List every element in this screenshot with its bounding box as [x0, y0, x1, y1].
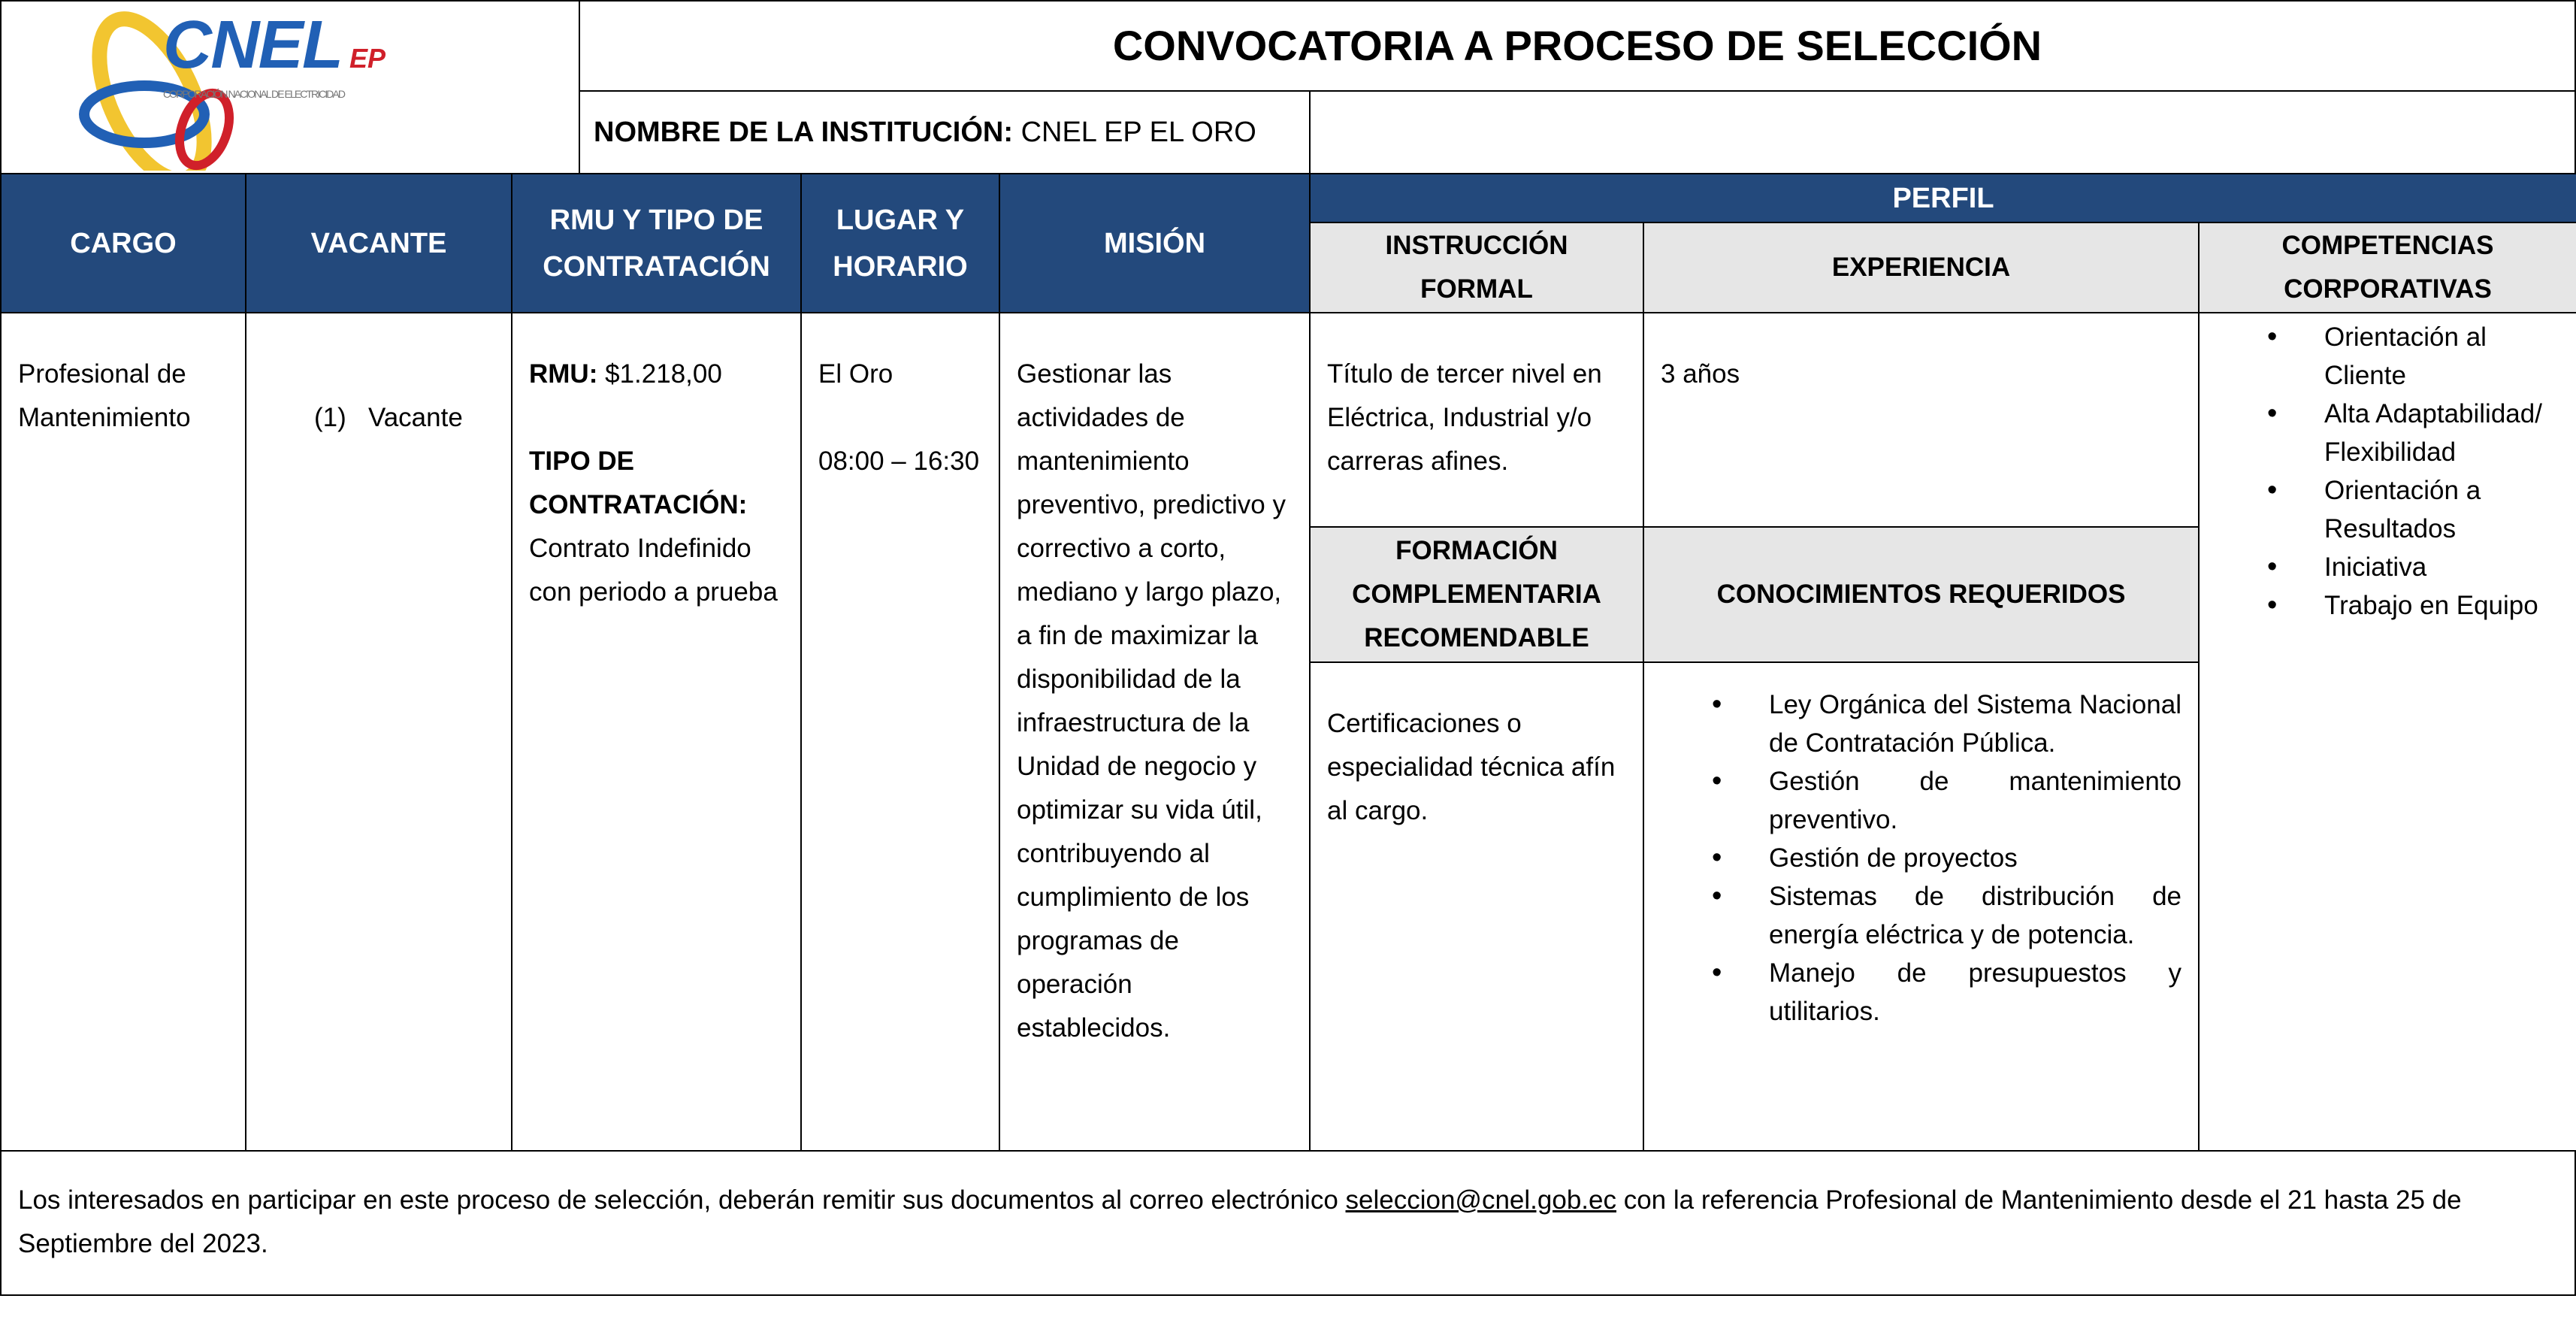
cell-rmu: RMU: $1.218,00 TIPO DE CONTRATACIÓN: Con… — [511, 312, 802, 1152]
footer-text-after: con la referencia Profesional de Manteni… — [18, 1185, 2462, 1258]
list-item: Sistemas de distribución de energía eléc… — [1712, 877, 2181, 954]
list-item: Trabajo en Equipo — [2267, 586, 2553, 625]
conocimientos-list: Ley Orgánica del Sistema Nacional de Con… — [1712, 686, 2181, 1031]
institution-row: NOMBRE DE LA INSTITUCIÓN: CNEL EP EL ORO — [579, 90, 2576, 174]
lugar-value: El Oro — [818, 359, 893, 389]
document-header: CNEL EP CORPORACIÓN NACIONAL DE ELECTRIC… — [0, 0, 2576, 174]
footer-note: Los interesados en participar en este pr… — [0, 1150, 2576, 1296]
logo-cell: CNEL EP CORPORACIÓN NACIONAL DE ELECTRIC… — [0, 0, 580, 174]
competencias-list: Orientación al Cliente Alta Adaptabilida… — [2267, 318, 2553, 625]
institution-label: NOMBRE DE LA INSTITUCIÓN: — [594, 117, 1014, 148]
cell-competencias: Orientación al Cliente Alta Adaptabilida… — [2197, 312, 2576, 1152]
institution-value: CNEL EP EL ORO — [1020, 117, 1256, 148]
header-lugar-l2: HORARIO — [833, 250, 968, 283]
header-lugar: LUGAR Y HORARIO — [800, 173, 1000, 313]
list-item: Alta Adaptabilidad/ Flexibilidad — [2267, 395, 2553, 471]
svg-text:EP: EP — [349, 43, 386, 74]
tipo-label: TIPO DE CONTRATACIÓN: — [529, 446, 748, 519]
email-link[interactable]: seleccion@cnel.gob.ec — [1345, 1185, 1616, 1215]
rmu-value: $1.218,00 — [605, 359, 722, 389]
footer-text-before: Los interesados en participar en este pr… — [18, 1185, 1346, 1215]
page-title: CONVOCATORIA A PROCESO DE SELECCIÓN — [579, 0, 2576, 92]
svg-text:CORPORACIÓN NACIONAL DE ELECTR: CORPORACIÓN NACIONAL DE ELECTRICIDAD — [163, 88, 346, 100]
header-rmu-l1: RMU Y TIPO DE — [549, 204, 763, 236]
horario-value: 08:00 – 16:30 — [818, 446, 980, 476]
rmu-label: RMU: — [529, 359, 598, 389]
header-mision: MISIÓN — [999, 173, 1311, 313]
list-item: Orientación al Cliente — [2267, 318, 2553, 395]
institution-name: NOMBRE DE LA INSTITUCIÓN: CNEL EP EL ORO — [579, 90, 1311, 174]
svg-text:CNEL: CNEL — [163, 8, 343, 83]
header-perfil: PERFIL — [1308, 173, 2576, 223]
cnel-logo: CNEL EP CORPORACIÓN NACIONAL DE ELECTRIC… — [79, 8, 386, 171]
list-item: Gestión de proyectos — [1712, 839, 2181, 877]
tipo-value: Contrato Indefinido con periodo a prueba — [529, 534, 778, 607]
selection-table: CARGO VACANTE RMU Y TIPO DE CONTRATACIÓN … — [0, 173, 2576, 1152]
cell-mision: Gestionar las actividades de mantenimien… — [999, 312, 1311, 1152]
list-item: Ley Orgánica del Sistema Nacional de Con… — [1712, 686, 2181, 762]
cell-lugar: El Oro 08:00 – 16:30 — [800, 312, 1000, 1152]
header-conocimientos: CONOCIMIENTOS REQUERIDOS — [1643, 526, 2200, 663]
header-right: CONVOCATORIA A PROCESO DE SELECCIÓN NOMB… — [579, 0, 2576, 174]
cell-vacante: (1) Vacante — [245, 312, 512, 1152]
header-formacion: FORMACIÓN COMPLEMENTARIA RECOMENDABLE — [1309, 526, 1644, 663]
empty-cell — [1309, 90, 2576, 174]
header-instruccion: INSTRUCCIÓN FORMAL — [1309, 222, 1644, 313]
cell-cargo: Profesional de Mantenimiento — [0, 312, 246, 1152]
header-cargo: CARGO — [0, 173, 246, 313]
header-vacante: VACANTE — [245, 173, 512, 313]
list-item: Gestión de mantenimiento preventivo. — [1712, 762, 2181, 839]
cell-formacion: Certificaciones o especialidad técnica a… — [1309, 661, 1644, 1152]
header-lugar-l1: LUGAR Y — [836, 204, 965, 236]
header-competencias: COMPETENCIAS CORPORATIVAS — [2197, 222, 2576, 313]
header-experiencia: EXPERIENCIA — [1643, 222, 2200, 313]
header-rmu: RMU Y TIPO DE CONTRATACIÓN — [511, 173, 802, 313]
cell-experiencia: 3 años — [1643, 312, 2200, 528]
cell-conocimientos: Ley Orgánica del Sistema Nacional de Con… — [1643, 661, 2200, 1152]
list-item: Orientación a Resultados — [2267, 471, 2553, 548]
list-item: Iniciativa — [2267, 548, 2553, 586]
header-rmu-l2: CONTRATACIÓN — [543, 250, 770, 283]
list-item: Manejo de presupuestos y utilitarios. — [1712, 954, 2181, 1031]
cell-instruccion: Título de tercer nivel en Eléctrica, Ind… — [1309, 312, 1644, 528]
